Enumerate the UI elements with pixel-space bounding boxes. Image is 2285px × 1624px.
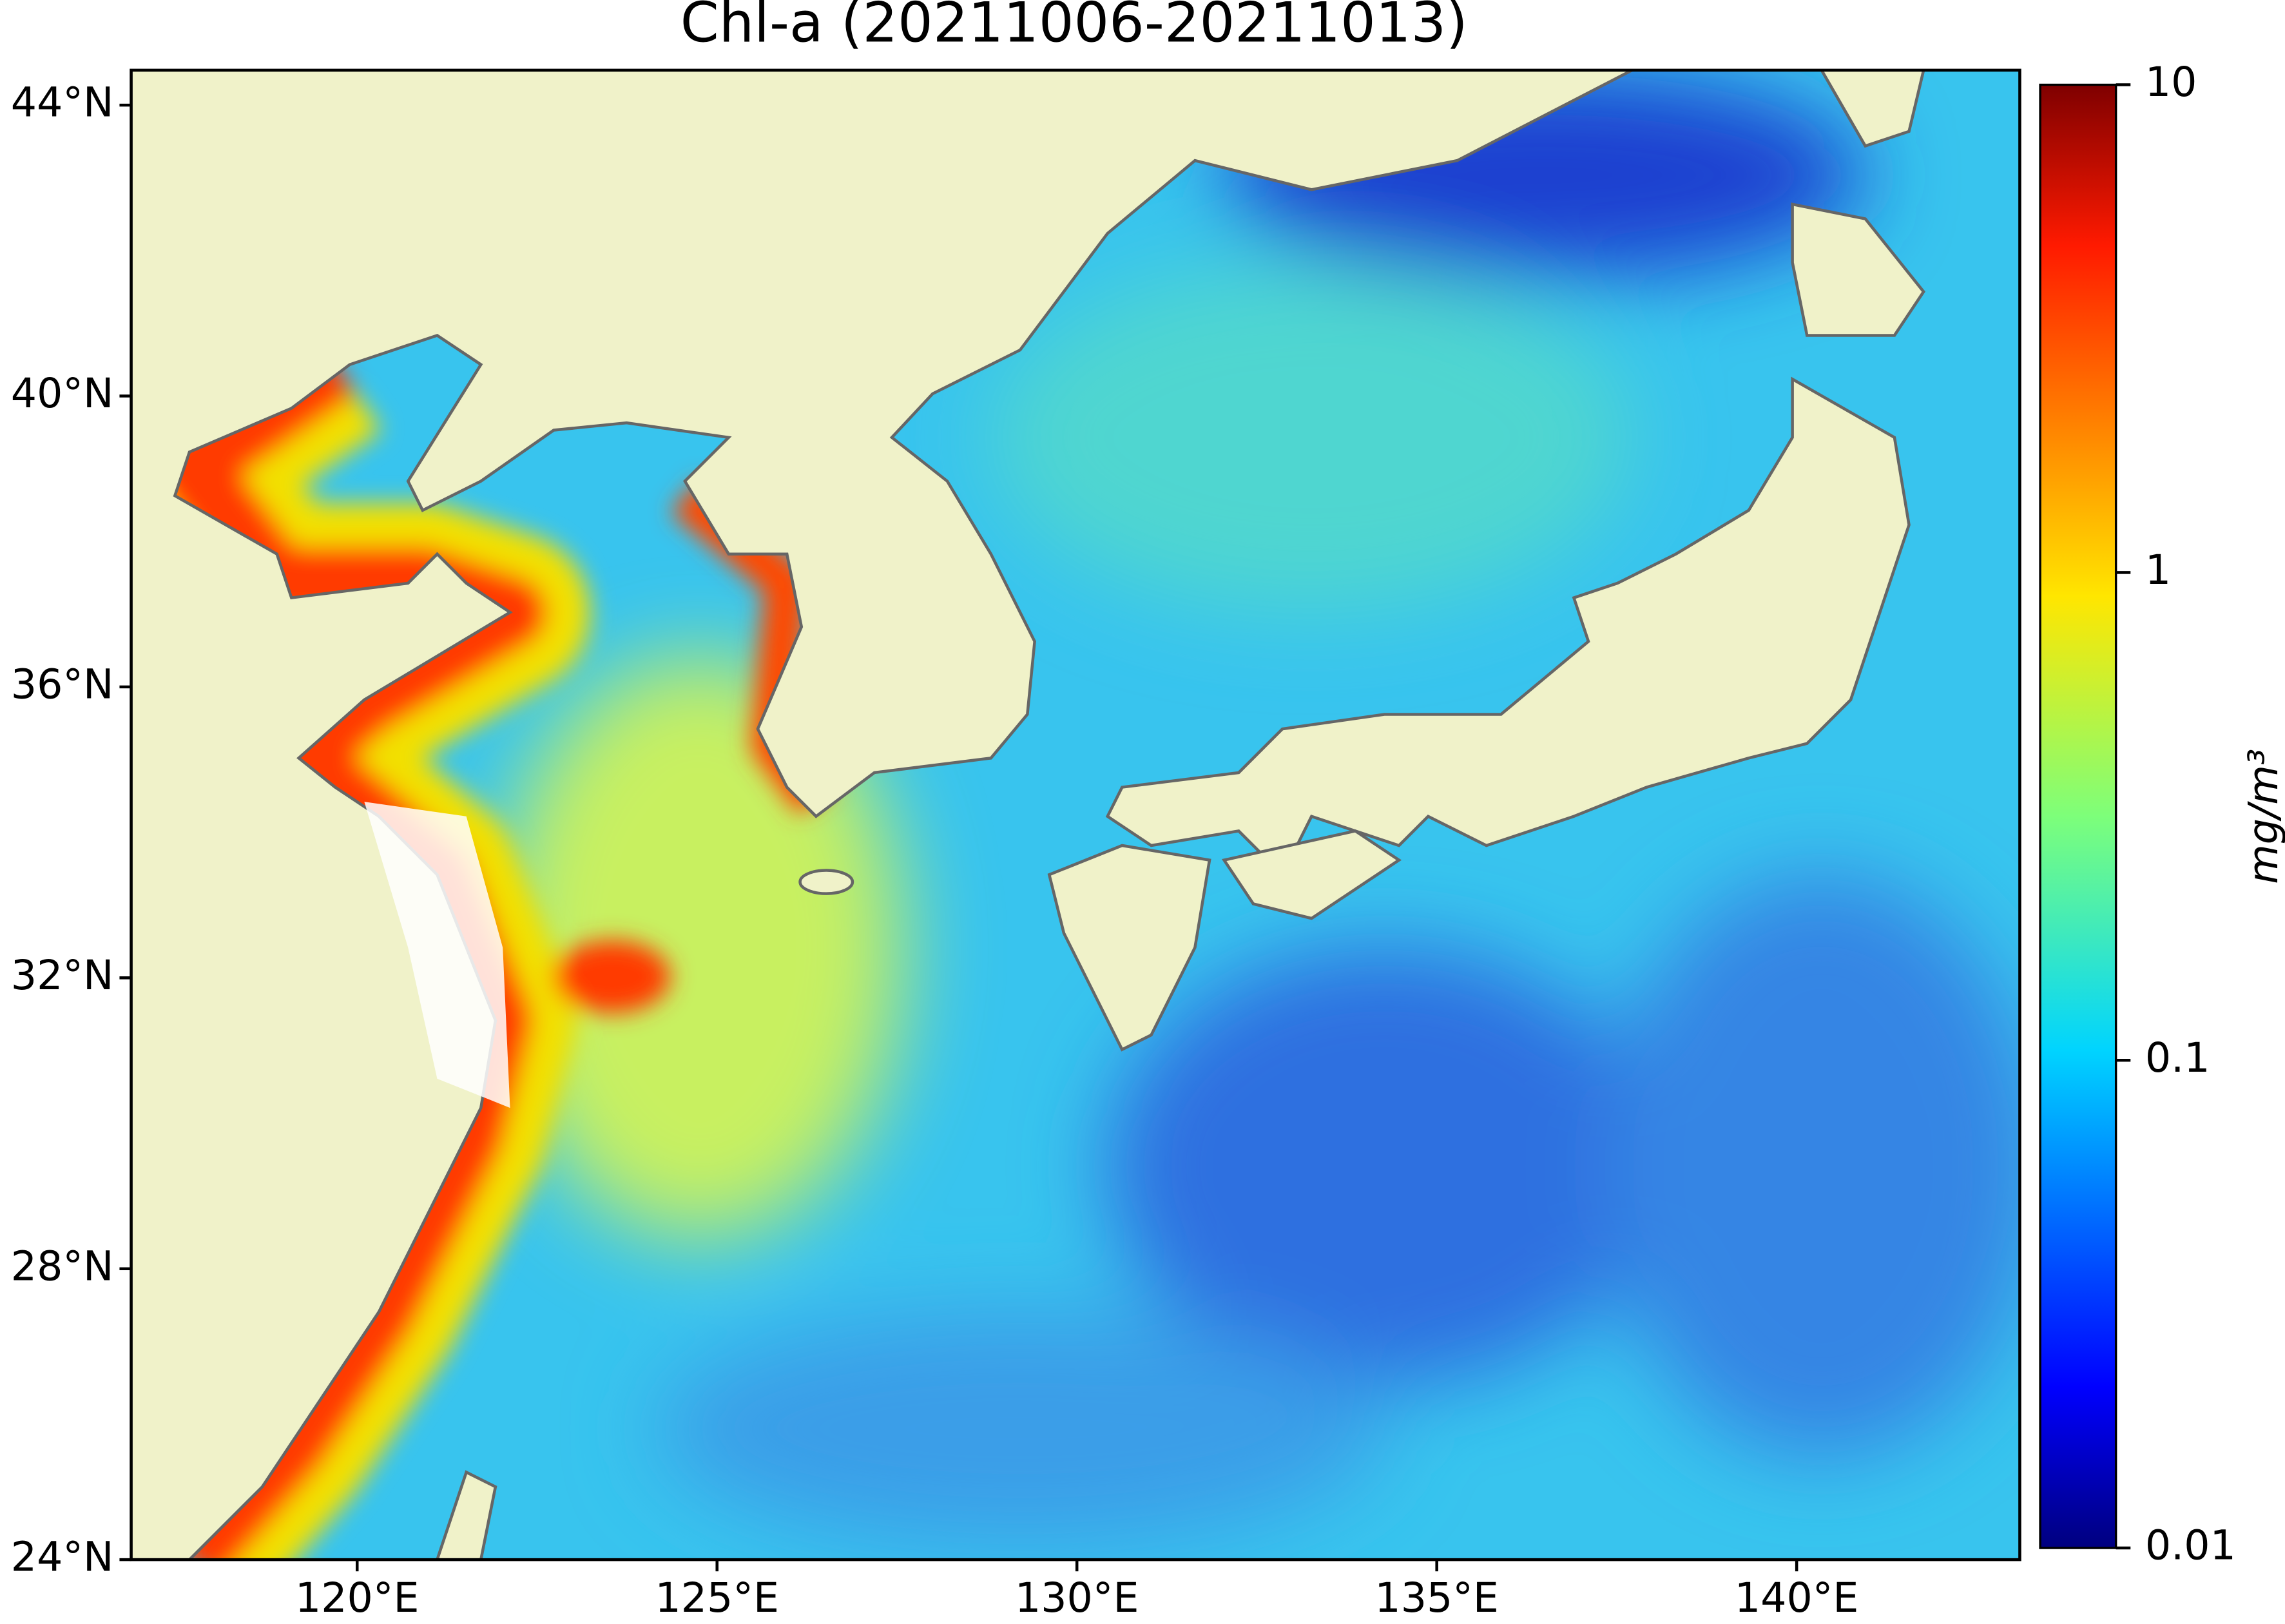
y-tick-label: 28°N	[11, 1242, 114, 1290]
x-tick-label: 120°E	[295, 1574, 419, 1621]
land	[1047, 844, 1211, 1052]
y-tick-label: 32°N	[11, 951, 114, 999]
land	[1820, 70, 1925, 148]
y-tick-label: 24°N	[11, 1533, 114, 1581]
colorbar-tick-label: 0.1	[2145, 1034, 2210, 1081]
colorbar-tick-label: 10	[2145, 58, 2197, 106]
land	[1791, 202, 1925, 337]
colorbar	[2039, 83, 2117, 1549]
x-tick-label: 130°E	[1015, 1574, 1139, 1621]
colorbar-tick-label: 1	[2145, 546, 2171, 594]
colorbar-label: mg/m³	[2239, 749, 2285, 884]
title: Chl-a (20211006-20211013)	[680, 0, 1468, 55]
land	[798, 869, 854, 895]
x-tick-label: 125°E	[655, 1574, 779, 1621]
land	[436, 1470, 497, 1560]
colorbar-tick-label: 0.01	[2145, 1522, 2236, 1569]
x-tick-label: 140°E	[1735, 1574, 1859, 1621]
land	[1221, 829, 1402, 920]
land	[1105, 376, 1911, 878]
y-tick-label: 36°N	[11, 660, 114, 708]
y-tick-label: 40°N	[11, 369, 114, 417]
x-tick-label: 135°E	[1374, 1574, 1499, 1621]
map-field	[131, 70, 2020, 1560]
y-tick-label: 44°N	[11, 79, 114, 126]
